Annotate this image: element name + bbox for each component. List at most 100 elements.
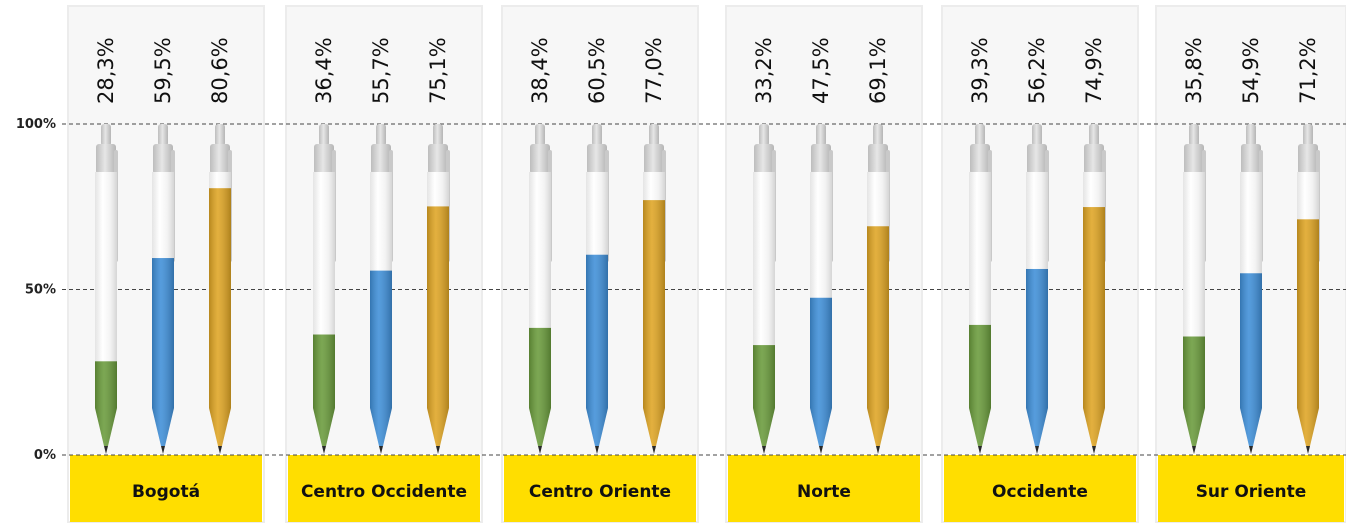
pen-plunger bbox=[975, 124, 985, 146]
pen-nib bbox=[1306, 446, 1310, 454]
pen-bar bbox=[529, 124, 552, 454]
pen-fill-shade bbox=[867, 226, 889, 408]
value-label: 74,9% bbox=[1082, 37, 1106, 104]
pen-bar bbox=[810, 124, 833, 454]
pen-cap bbox=[587, 144, 607, 174]
pen-fill-shade bbox=[1083, 207, 1105, 408]
region-box bbox=[504, 455, 696, 522]
pen-tip-shade bbox=[1026, 408, 1048, 446]
pen-nib bbox=[1092, 446, 1096, 454]
pen-plunger bbox=[535, 124, 545, 146]
pen-tip-shade bbox=[1297, 408, 1319, 446]
pen-bar bbox=[1297, 124, 1320, 454]
pen-bar bbox=[1183, 124, 1206, 454]
region-label: Sur Oriente bbox=[1196, 482, 1307, 502]
pen-tip-shade bbox=[1083, 408, 1105, 446]
pen-tip-shade bbox=[209, 408, 231, 446]
pen-nib bbox=[876, 446, 880, 454]
region-label: Bogotá bbox=[132, 482, 200, 502]
pen-bar bbox=[427, 124, 450, 454]
pen-fill-shade bbox=[427, 206, 449, 408]
pen-tip-shade bbox=[753, 408, 775, 446]
pen-bar bbox=[867, 124, 890, 454]
y-tick-label: 100% bbox=[16, 117, 56, 132]
pen-plunger bbox=[759, 124, 769, 146]
pen-tip-shade bbox=[643, 408, 665, 446]
value-label: 38,4% bbox=[528, 37, 552, 104]
y-tick-label: 0% bbox=[34, 448, 56, 463]
pen-bar bbox=[643, 124, 666, 454]
pen-tip-shade bbox=[427, 408, 449, 446]
pen-tip-shade bbox=[529, 408, 551, 446]
pen-tip-shade bbox=[867, 408, 889, 446]
pen-cap bbox=[530, 144, 550, 174]
pen-fill-shade bbox=[1026, 268, 1048, 408]
pen-nib bbox=[218, 446, 222, 454]
value-label: 60,5% bbox=[585, 37, 609, 104]
region-box bbox=[944, 455, 1136, 522]
pen-tip-shade bbox=[1240, 408, 1262, 446]
pen-nib bbox=[1192, 446, 1196, 454]
pen-fill-shade bbox=[810, 297, 832, 408]
pen-fill-shade bbox=[753, 345, 775, 408]
pen-nib bbox=[538, 446, 542, 454]
pen-tip-shade bbox=[1183, 408, 1205, 446]
pen-bar bbox=[209, 124, 232, 454]
pen-cap bbox=[754, 144, 774, 174]
pen-bar bbox=[152, 124, 175, 454]
pen-fill-shade bbox=[209, 188, 231, 408]
pen-fill-shade bbox=[586, 254, 608, 408]
pen-plunger bbox=[101, 124, 111, 146]
region-box bbox=[288, 455, 480, 522]
pen-nib bbox=[762, 446, 766, 454]
pen-cap bbox=[1241, 144, 1261, 174]
pen-fill-shade bbox=[313, 334, 335, 408]
value-label: 36,4% bbox=[312, 37, 336, 104]
pen-plunger bbox=[215, 124, 225, 146]
pen-tip-shade bbox=[969, 408, 991, 446]
value-label: 80,6% bbox=[208, 37, 232, 104]
pen-nib bbox=[379, 446, 383, 454]
pen-nib bbox=[1035, 446, 1039, 454]
pen-nib bbox=[978, 446, 982, 454]
region-label: Norte bbox=[797, 482, 851, 502]
pen-plunger bbox=[319, 124, 329, 146]
pen-cap bbox=[1084, 144, 1104, 174]
pen-bar bbox=[753, 124, 776, 454]
region-label: Occidente bbox=[992, 482, 1088, 502]
pen-plunger bbox=[816, 124, 826, 146]
pen-fill-shade bbox=[152, 258, 174, 408]
pen-nib bbox=[436, 446, 440, 454]
pen-nib bbox=[161, 446, 165, 454]
pen-nib bbox=[652, 446, 656, 454]
pen-fill-shade bbox=[969, 324, 991, 408]
region-box bbox=[728, 455, 920, 522]
value-label: 33,2% bbox=[752, 37, 776, 104]
pen-tip-shade bbox=[370, 408, 392, 446]
pen-fill-shade bbox=[529, 327, 551, 408]
pen-nib bbox=[322, 446, 326, 454]
pen-fill-shade bbox=[1297, 219, 1319, 408]
pen-cap bbox=[1027, 144, 1047, 174]
pen-fill-shade bbox=[1240, 273, 1262, 408]
region-box bbox=[1158, 455, 1344, 522]
pen-plunger bbox=[649, 124, 659, 146]
pen-plunger bbox=[376, 124, 386, 146]
pen-cap bbox=[153, 144, 173, 174]
pen-plunger bbox=[1246, 124, 1256, 146]
region-label: Centro Occidente bbox=[301, 482, 467, 502]
pen-plunger bbox=[158, 124, 168, 146]
pen-plunger bbox=[1189, 124, 1199, 146]
pen-body bbox=[95, 172, 117, 408]
pen-plunger bbox=[1032, 124, 1042, 146]
pen-bar bbox=[1083, 124, 1106, 454]
pen-bar bbox=[370, 124, 393, 454]
y-tick-label: 50% bbox=[25, 283, 56, 298]
pen-tip-shade bbox=[313, 408, 335, 446]
pen-cap bbox=[1184, 144, 1204, 174]
value-label: 35,8% bbox=[1182, 37, 1206, 104]
pen-plunger bbox=[592, 124, 602, 146]
value-label: 71,2% bbox=[1296, 37, 1320, 104]
pen-tip-shade bbox=[586, 408, 608, 446]
